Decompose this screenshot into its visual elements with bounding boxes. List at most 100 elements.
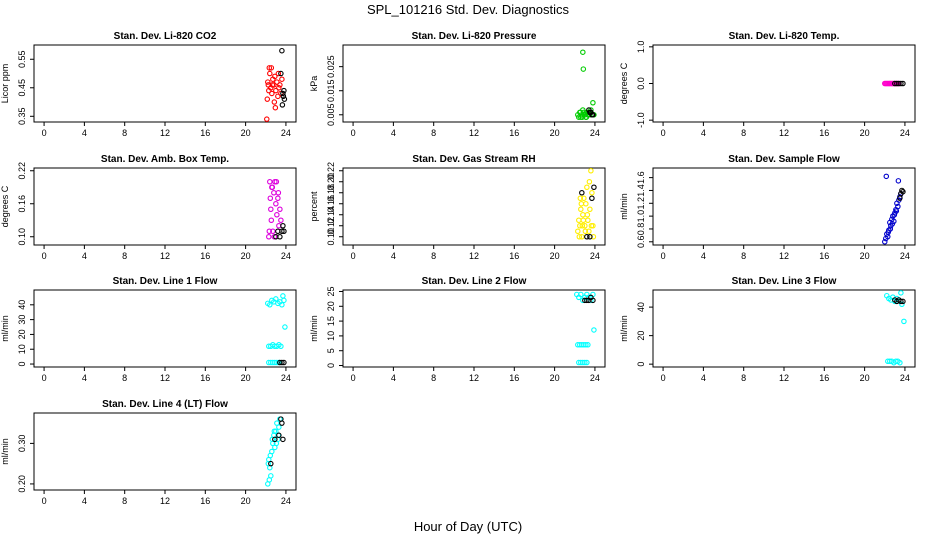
data-point [279,228,285,235]
data-point [273,201,279,207]
y-axis-label: ml/min [619,193,629,220]
y-tick-label: 40 [636,302,646,312]
series-line-a [265,416,283,487]
x-tick-label: 4 [701,128,706,138]
plot-frame [652,44,916,123]
x-tick-label: 8 [431,251,436,261]
data-point [895,178,902,184]
x-tick-label: 0 [42,128,47,138]
x-tick-label: 0 [42,496,47,506]
y-tick-label: 0.10 [17,228,27,246]
y-tick-label: 0.14 [326,206,336,224]
panel-1: Stan. Dev. Li-820 CO2 Licor ppm 0 4 8 12 16 20 2… [0,31,297,138]
data-point [591,327,597,333]
y-tick-label: 20 [636,331,646,341]
plot-frame [652,289,916,368]
data-point [264,96,271,102]
data-point [269,184,276,191]
panel-10: Stan. Dev. Line 4 (LT) Flow ml/min 0 4 8 12 16… [0,399,297,506]
x-tick-label: 12 [160,373,170,383]
data-point [266,228,273,235]
x-tick-label: 16 [200,373,210,383]
x-tick-label: 4 [82,251,87,261]
data-point [266,65,273,71]
x-tick-label: 8 [741,251,746,261]
panel-title: Stan. Dev. Li-820 Temp. [729,31,840,42]
data-point [587,206,593,213]
data-point [277,82,283,88]
data-point [882,239,888,245]
data-point [580,217,587,224]
data-point [897,359,903,366]
data-point [273,87,279,94]
data-point [576,114,582,120]
panel-title: Stan. Dev. Li-820 Pressure [412,31,537,42]
data-point [582,228,589,235]
y-tick-label: 0.005 [326,104,336,127]
data-point [887,226,894,232]
data-point [275,70,282,77]
y-tick-label: 0 [636,362,646,367]
panel-8: Stan. Dev. Line 2 Flow ml/min 0 4 8 12 16 20 24 0… [309,276,606,383]
x-tick-label: 8 [122,496,127,506]
data-point [578,201,585,207]
x-tick-label: 4 [391,128,396,138]
data-point [269,90,275,97]
plot-frame [342,44,606,123]
data-point [576,234,583,240]
data-point [274,212,280,218]
data-point [898,80,904,87]
series-line-b [582,294,596,304]
x-tick-label: 24 [281,128,291,138]
x-tick-label: 24 [590,128,600,138]
data-point [280,223,286,229]
y-axis-label: kPa [309,76,319,92]
series-line-b [579,184,597,240]
data-point [268,85,274,91]
plot-frame [342,167,606,246]
data-point [269,436,276,443]
figure-xlabel: Hour of Day (UTC) [414,519,522,534]
data-point [268,460,274,467]
panel-9: Stan. Dev. Line 3 Flow ml/min 0 4 8 12 16 20 24 0… [619,276,916,383]
data-point [580,49,586,55]
data-point [577,109,584,116]
series-line-b [892,80,906,87]
x-tick-label: 20 [860,128,870,138]
data-point [272,73,278,80]
data-point [280,436,286,443]
data-point [583,201,589,207]
y-axis-label: degrees C [619,62,629,104]
x-tick-label: 0 [661,373,666,383]
series-line-a [575,49,597,120]
data-point [900,298,906,305]
x-tick-label: 24 [281,496,291,506]
y-tick-label: 20 [326,301,336,311]
x-tick-label: 12 [779,373,789,383]
data-point [267,179,273,185]
series-line-b [273,223,287,240]
data-point [580,212,586,218]
data-point [577,223,583,229]
y-tick-label: 0 [326,363,336,368]
y-tick-label: 1.0 [636,210,646,223]
x-tick-label: 24 [900,128,910,138]
plot-frame [342,289,606,368]
x-tick-label: 8 [741,373,746,383]
data-point [581,195,587,202]
x-tick-label: 16 [819,373,829,383]
data-point [278,343,284,350]
panel-4: Stan. Dev. Amb. Box Temp. degrees C 0 4 8 12 1… [0,154,297,261]
plot-frame [652,167,916,246]
y-tick-label: 1.2 [636,197,646,210]
data-point [273,179,280,185]
x-tick-label: 8 [741,128,746,138]
data-point [584,359,590,366]
panel-title: Stan. Dev. Amb. Box Temp. [101,154,229,165]
y-tick-label: 1.6 [636,171,646,184]
y-tick-label: 0 [17,362,27,367]
data-point [582,223,588,229]
y-tick-label: 0.30 [17,435,27,453]
y-tick-label: 0.22 [17,162,27,180]
x-tick-label: 12 [779,128,789,138]
